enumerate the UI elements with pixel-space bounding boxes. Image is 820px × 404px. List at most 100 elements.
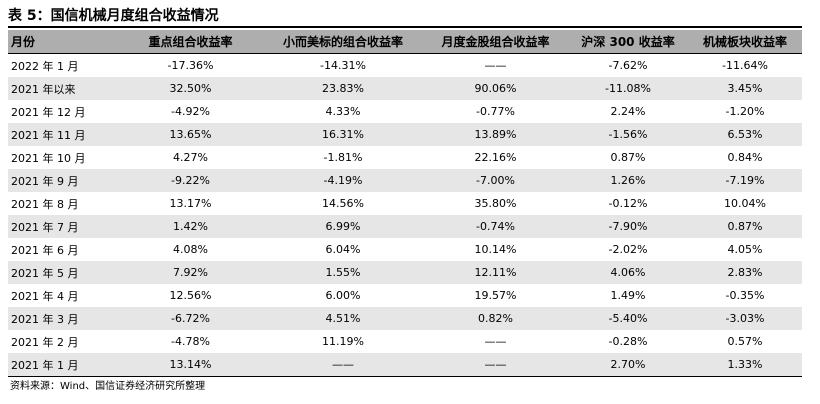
table-row: 2021 年 3 月 -6.72% 4.51% 0.82% -5.40% -3.03% — [8, 307, 802, 330]
cell-monthly-gold-stock: 90.06% — [474, 82, 517, 95]
cell-key-portfolio: 32.50% — [169, 82, 212, 95]
cell-monthly-gold-stock: 0.82% — [478, 312, 513, 325]
table-row: 2021 年 5 月 7.92% 1.55% 12.11% 4.06% 2.83% — [8, 261, 802, 284]
cell-machinery-sector: 10.04% — [724, 197, 766, 210]
cell-machinery-sector: 1.33% — [727, 358, 763, 371]
cell-hs300: -1.56% — [608, 128, 648, 141]
cell-monthly-gold-stock: 19.57% — [474, 289, 517, 302]
cell-small-beauty-portfolio: 16.31% — [322, 128, 364, 141]
cell-hs300: -2.02% — [608, 243, 648, 256]
table-row: 2021 年以来 32.50% 23.83% 90.06% -11.08% 3.45% — [8, 77, 802, 100]
cell-month: 2021 年 5 月 — [11, 266, 79, 280]
column-header-monthly-gold-stock: 月度金股组合收益率 — [441, 35, 550, 49]
cell-key-portfolio: -9.22% — [171, 174, 210, 187]
cell-hs300: -0.12% — [608, 197, 648, 210]
cell-machinery-sector: -3.03% — [725, 312, 765, 325]
cell-small-beauty-portfolio: 4.51% — [325, 312, 361, 325]
table-row: 2021 年 1 月 13.14% —— —— 2.70% 1.33% — [8, 353, 802, 376]
cell-machinery-sector: 0.84% — [727, 151, 763, 164]
cell-hs300: 1.26% — [610, 174, 646, 187]
cell-monthly-gold-stock: 10.14% — [474, 243, 517, 256]
column-header-small-beauty-portfolio: 小而美标的组合收益率 — [282, 35, 403, 49]
cell-small-beauty-portfolio: 6.00% — [325, 289, 361, 302]
column-header-machinery-sector: 机械板块收益率 — [702, 35, 787, 49]
cell-machinery-sector: 0.87% — [727, 220, 763, 233]
cell-monthly-gold-stock: 22.16% — [474, 151, 517, 164]
table-header: 月份 重点组合收益率 小而美标的组合收益率 月度金股组合收益率 沪深 300 收… — [8, 30, 802, 54]
cell-month: 2021 年 10 月 — [11, 151, 86, 165]
cell-monthly-gold-stock: 35.80% — [474, 197, 517, 210]
column-header-hs300: 沪深 300 收益率 — [581, 35, 675, 49]
table-bottom-rule — [8, 376, 802, 377]
cell-hs300: -11.08% — [605, 82, 651, 95]
cell-hs300: 1.49% — [610, 289, 646, 302]
cell-monthly-gold-stock: —— — [484, 59, 507, 72]
cell-monthly-gold-stock: 13.89% — [474, 128, 517, 141]
cell-machinery-sector: 3.45% — [727, 82, 763, 95]
cell-small-beauty-portfolio: 1.55% — [325, 266, 361, 279]
cell-hs300: 4.06% — [610, 266, 646, 279]
cell-hs300: -7.90% — [608, 220, 648, 233]
cell-hs300: -5.40% — [608, 312, 648, 325]
cell-hs300: 2.70% — [610, 358, 646, 371]
cell-key-portfolio: -17.36% — [167, 59, 214, 72]
cell-key-portfolio: 12.56% — [169, 289, 212, 302]
cell-hs300: 2.24% — [610, 105, 646, 118]
cell-machinery-sector: -0.35% — [725, 289, 765, 302]
cell-small-beauty-portfolio: 11.19% — [322, 335, 364, 348]
cell-month: 2021 年 9 月 — [11, 174, 79, 188]
cell-machinery-sector: 6.53% — [727, 128, 763, 141]
cell-month: 2021 年 4 月 — [11, 289, 79, 303]
cell-month: 2021 年 1 月 — [11, 358, 79, 372]
table-row: 2021 年 6 月 4.08% 6.04% 10.14% -2.02% 4.05% — [8, 238, 802, 261]
cell-month: 2021 年 7 月 — [11, 220, 79, 234]
cell-monthly-gold-stock: —— — [484, 358, 507, 371]
cell-month: 2021 年 3 月 — [11, 312, 79, 326]
cell-month: 2021 年 12 月 — [11, 105, 86, 119]
cell-small-beauty-portfolio: 4.33% — [325, 105, 361, 118]
cell-machinery-sector: 2.83% — [727, 266, 763, 279]
table-row: 2021 年 11 月 13.65% 16.31% 13.89% -1.56% 6.53% — [8, 123, 802, 146]
table-row: 2021 年 8 月 13.17% 14.56% 35.80% -0.12% 10.04% — [8, 192, 802, 215]
cell-small-beauty-portfolio: 14.56% — [322, 197, 364, 210]
cell-hs300: 0.87% — [610, 151, 646, 164]
cell-key-portfolio: 7.92% — [173, 266, 208, 279]
cell-small-beauty-portfolio: -4.19% — [323, 174, 363, 187]
cell-month: 2021 年以来 — [11, 82, 76, 96]
cell-small-beauty-portfolio: 6.99% — [325, 220, 361, 233]
table-row: 2021 年 7 月 1.42% 6.99% -0.74% -7.90% 0.87% — [8, 215, 802, 238]
cell-key-portfolio: 4.27% — [173, 151, 208, 164]
cell-monthly-gold-stock: —— — [484, 335, 507, 348]
cell-month: 2021 年 6 月 — [11, 243, 79, 257]
cell-hs300: -7.62% — [608, 59, 648, 72]
cell-key-portfolio: 13.65% — [169, 128, 212, 141]
cell-key-portfolio: 4.08% — [173, 243, 208, 256]
table-title: 表 5：国信机械月度组合收益情况 — [8, 5, 802, 28]
source-note: 资料来源：Wind、国信证券经济研究所整理 — [10, 381, 206, 392]
cell-key-portfolio: -4.78% — [171, 335, 210, 348]
cell-key-portfolio: 1.42% — [173, 220, 208, 233]
cell-machinery-sector: -11.64% — [722, 59, 768, 72]
cell-small-beauty-portfolio: 6.04% — [325, 243, 361, 256]
table-row: 2022 年 1 月 -17.36% -14.31% —— -7.62% -11.64% — [8, 54, 802, 77]
cell-key-portfolio: 13.14% — [169, 358, 212, 371]
table-row: 2021 年 2 月 -4.78% 11.19% —— -0.28% 0.57% — [8, 330, 802, 353]
cell-monthly-gold-stock: -7.00% — [476, 174, 515, 187]
cell-key-portfolio: -4.92% — [171, 105, 210, 118]
table-row: 2021 年 12 月 -4.92% 4.33% -0.77% 2.24% -1.20% — [8, 100, 802, 123]
cell-machinery-sector: 0.57% — [727, 335, 763, 348]
cell-machinery-sector: -1.20% — [725, 105, 765, 118]
cell-small-beauty-portfolio: 23.83% — [322, 82, 364, 95]
cell-monthly-gold-stock: -0.77% — [476, 105, 515, 118]
cell-month: 2021 年 11 月 — [11, 128, 86, 142]
cell-small-beauty-portfolio: -14.31% — [320, 59, 366, 72]
cell-month: 2022 年 1 月 — [11, 59, 79, 73]
cell-monthly-gold-stock: 12.11% — [474, 266, 517, 279]
cell-machinery-sector: -7.19% — [725, 174, 765, 187]
column-header-key-portfolio: 重点组合收益率 — [148, 35, 233, 49]
cell-monthly-gold-stock: -0.74% — [476, 220, 515, 233]
table-row: 2021 年 10 月 4.27% -1.81% 22.16% 0.87% 0.84% — [8, 146, 802, 169]
column-header-month: 月份 — [11, 35, 36, 49]
cell-hs300: -0.28% — [608, 335, 648, 348]
table-row: 2021 年 4 月 12.56% 6.00% 19.57% 1.49% -0.35% — [8, 284, 802, 307]
